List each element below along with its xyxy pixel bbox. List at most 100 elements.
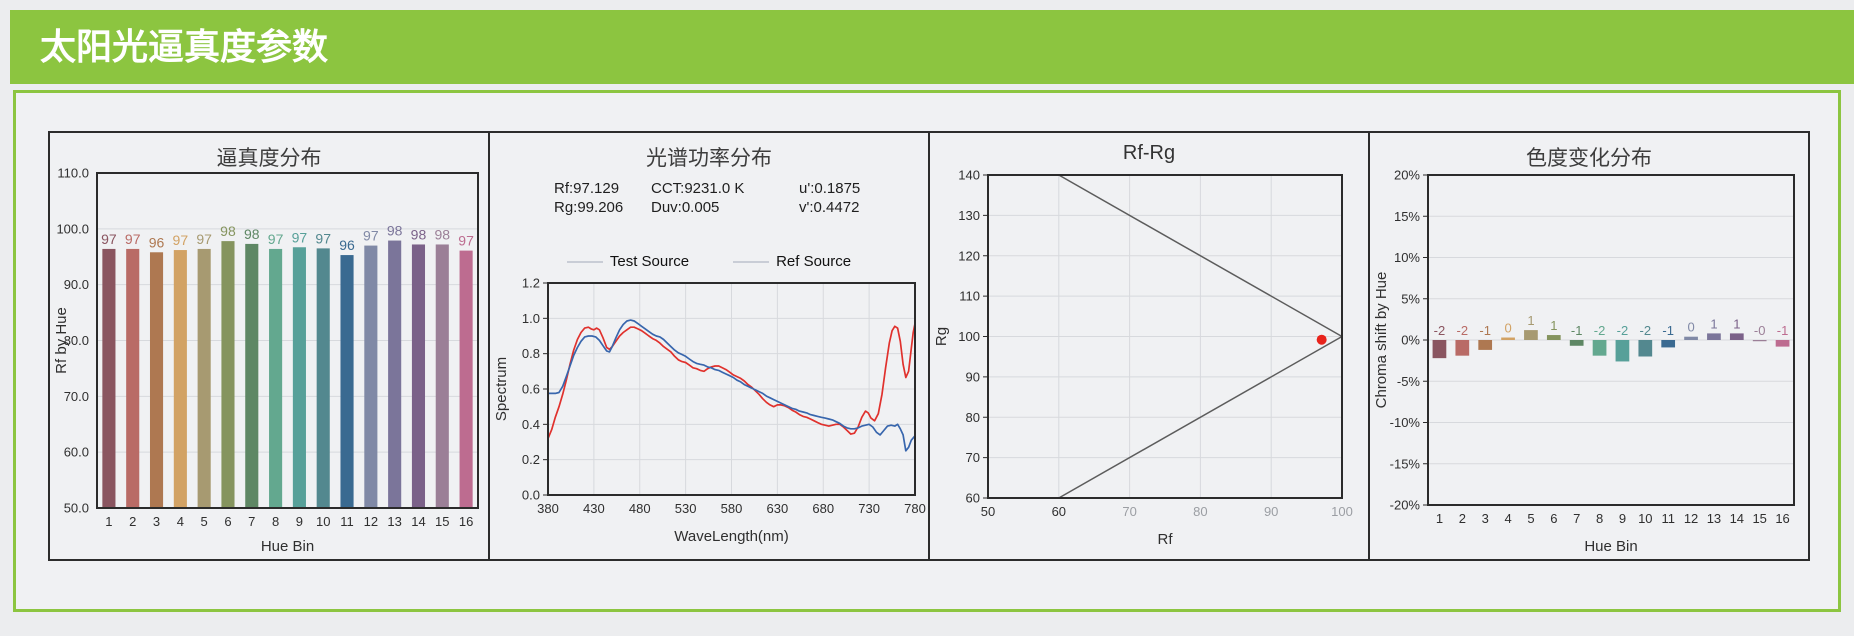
svg-text:WaveLength(nm): WaveLength(nm)	[674, 528, 789, 545]
stat-cct: CCT:9231.0 K	[651, 180, 745, 197]
svg-text:97: 97	[173, 232, 189, 248]
svg-text:70: 70	[1122, 504, 1136, 519]
svg-text:90.0: 90.0	[64, 277, 89, 292]
svg-text:2: 2	[1459, 511, 1466, 526]
svg-text:8: 8	[1596, 511, 1603, 526]
svg-text:120: 120	[958, 248, 980, 263]
spd-panel: 光谱功率分布 Rf:97.129 CCT:9231.0 K u':0.1875 …	[488, 131, 930, 561]
spd-title: 光谱功率分布	[646, 146, 772, 170]
svg-text:1: 1	[105, 514, 112, 529]
svg-text:-1: -1	[1777, 323, 1789, 338]
spd-line-chart: 380 430 480 530 580 630 680 730 780 0.0 0.2 0.4 0.6 0…	[493, 276, 926, 546]
svg-text:Hue Bin: Hue Bin	[261, 538, 314, 555]
ref-source-swatch	[733, 260, 770, 263]
header-band: 太阳光逼真度参数	[10, 10, 1854, 84]
svg-text:110: 110	[959, 289, 980, 304]
svg-text:580: 580	[721, 501, 743, 516]
svg-text:-1: -1	[1479, 323, 1491, 338]
svg-text:780: 780	[904, 501, 926, 516]
svg-text:1: 1	[1733, 316, 1740, 331]
spd-stats: Rf:97.129 CCT:9231.0 K u':0.1875 Rg:99.2…	[554, 180, 860, 216]
svg-text:50: 50	[981, 504, 995, 519]
svg-text:0: 0	[1687, 320, 1694, 335]
fidelity-panel: 逼真度分布 97 1 97 2 96 3 97 4 97 5 98 6 98 7 97 8 97 9 97 10 96 1…	[48, 131, 490, 561]
stat-duv: Duv:0.005	[651, 199, 720, 216]
svg-text:430: 430	[583, 501, 605, 516]
svg-text:-15%: -15%	[1390, 456, 1421, 471]
svg-text:-20%: -20%	[1390, 498, 1421, 513]
svg-text:97: 97	[292, 229, 308, 245]
svg-text:480: 480	[629, 501, 651, 516]
svg-text:-5%: -5%	[1397, 374, 1421, 389]
svg-text:1: 1	[1527, 313, 1534, 328]
svg-text:-10%: -10%	[1390, 415, 1421, 430]
chroma-bar-chart: -21-22-13041516-17-28-29-210-11101211311…	[1373, 168, 1795, 555]
svg-text:Hue Bin: Hue Bin	[1584, 538, 1637, 555]
chroma-panel: 色度变化分布 -2 1 -2 2 -1 3 0 4 1 5 1 6 -1 7 -2 8 -2 9 -2 10 -1 11 0…	[1368, 131, 1810, 561]
svg-text:1: 1	[1436, 511, 1443, 526]
svg-text:130: 130	[958, 208, 980, 223]
svg-text:530: 530	[675, 501, 697, 516]
svg-text:0%: 0%	[1401, 333, 1420, 348]
svg-text:0.4: 0.4	[522, 417, 540, 432]
svg-text:10: 10	[316, 514, 330, 529]
chart-panels-row: 逼真度分布 97 1 97 2 96 3 97 4 97 5 98 6 98 7 97 8 97 9 97 10 96 1…	[48, 131, 1810, 561]
svg-text:4: 4	[177, 514, 184, 529]
legend-ref-source-label: Ref Source	[776, 253, 852, 270]
svg-text:0: 0	[1504, 321, 1511, 336]
svg-text:15: 15	[1752, 511, 1766, 526]
svg-text:11: 11	[340, 514, 354, 529]
svg-text:16: 16	[459, 514, 473, 529]
svg-text:96: 96	[339, 237, 355, 253]
svg-text:11: 11	[1661, 511, 1675, 526]
svg-text:70: 70	[966, 450, 980, 465]
svg-text:730: 730	[858, 501, 880, 516]
svg-text:110.0: 110.0	[57, 166, 89, 181]
svg-text:1.2: 1.2	[522, 276, 540, 291]
legend-item-test: Test Source	[566, 253, 689, 270]
svg-text:15%: 15%	[1394, 209, 1420, 224]
svg-text:Rf by Hue: Rf by Hue	[53, 307, 70, 374]
svg-text:Spectrum: Spectrum	[493, 357, 510, 421]
svg-text:10%: 10%	[1394, 250, 1420, 265]
svg-text:80: 80	[1193, 504, 1207, 519]
svg-text:13: 13	[1707, 511, 1721, 526]
svg-text:5: 5	[201, 514, 208, 529]
svg-text:-2: -2	[1640, 323, 1652, 338]
svg-text:60: 60	[966, 491, 980, 506]
rfrg-panel: Rf-Rg 50 60 70 80 90 100 60 70 80 90 100 110 120 130 1…	[928, 131, 1370, 561]
svg-text:5%: 5%	[1401, 291, 1420, 306]
svg-text:1.0: 1.0	[522, 311, 540, 326]
svg-text:97: 97	[125, 231, 141, 247]
svg-text:97: 97	[458, 233, 474, 249]
svg-text:0.8: 0.8	[522, 346, 540, 361]
page-title: 太阳光逼真度参数	[40, 26, 329, 67]
svg-text:80.0: 80.0	[64, 333, 89, 348]
svg-text:-1: -1	[1571, 323, 1583, 338]
svg-text:-2: -2	[1434, 323, 1446, 338]
stat-u: u':0.1875	[799, 180, 861, 197]
svg-text:97: 97	[363, 228, 379, 244]
svg-text:90: 90	[1264, 504, 1278, 519]
svg-text:9: 9	[296, 514, 303, 529]
svg-text:100: 100	[958, 329, 980, 344]
svg-text:100: 100	[1331, 504, 1353, 519]
svg-text:0.2: 0.2	[522, 452, 540, 467]
svg-text:3: 3	[1482, 511, 1489, 526]
svg-text:3: 3	[153, 514, 160, 529]
test-source-swatch	[566, 260, 603, 263]
fidelity-bar-chart: 97 1 97 2 96 3 97 4 97 5 98 6 98 7 97 8 97 9 97 10 96 11 97 12 9…	[53, 166, 479, 555]
svg-text:13: 13	[387, 514, 401, 529]
svg-text:0.6: 0.6	[522, 382, 540, 397]
svg-text:-1: -1	[1662, 323, 1674, 338]
svg-text:100.0: 100.0	[56, 221, 89, 236]
svg-text:16: 16	[1775, 511, 1789, 526]
svg-text:4: 4	[1504, 511, 1511, 526]
svg-text:0.0: 0.0	[522, 488, 540, 503]
svg-text:80: 80	[966, 410, 980, 425]
svg-text:Chroma shift by Hue: Chroma shift by Hue	[1373, 272, 1390, 409]
stat-rg: Rg:99.206	[554, 199, 624, 216]
svg-text:-2: -2	[1617, 323, 1629, 338]
svg-text:8: 8	[272, 514, 279, 529]
